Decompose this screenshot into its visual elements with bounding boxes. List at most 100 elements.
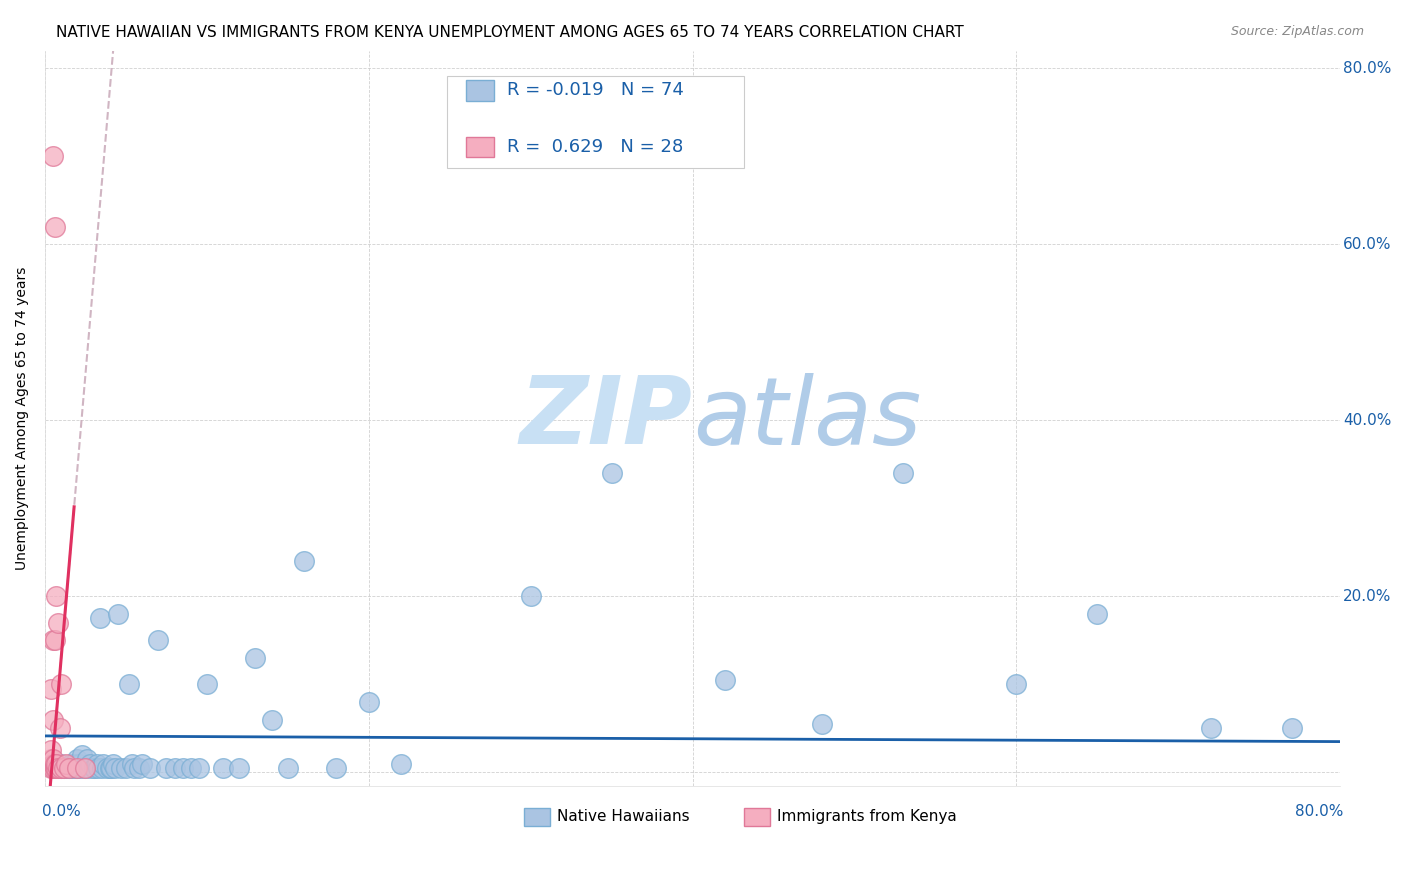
Text: R =  0.629   N = 28: R = 0.629 N = 28 — [508, 138, 683, 156]
Point — [600, 467, 623, 481]
Point — [1199, 722, 1222, 736]
Point — [44, 219, 66, 234]
Point — [67, 756, 90, 771]
Point — [891, 467, 914, 481]
Text: Immigrants from Kenya: Immigrants from Kenya — [778, 809, 956, 824]
Point — [1087, 607, 1109, 621]
Text: 0.0%: 0.0% — [42, 804, 82, 819]
Point — [70, 747, 93, 762]
Point — [42, 713, 65, 727]
Point — [79, 756, 101, 771]
Point — [51, 677, 73, 691]
Bar — [465, 136, 495, 157]
Point — [42, 761, 65, 775]
Point — [121, 756, 143, 771]
Point — [389, 756, 412, 771]
Point — [53, 761, 76, 775]
Point — [44, 756, 66, 771]
Point — [96, 761, 118, 775]
Point — [66, 752, 89, 766]
Point — [69, 761, 91, 775]
Point — [66, 761, 89, 775]
Point — [187, 761, 209, 775]
Point — [228, 761, 250, 775]
Point — [155, 761, 177, 775]
Text: 60.0%: 60.0% — [1343, 237, 1392, 252]
Point — [44, 633, 66, 648]
Text: R = -0.019   N = 74: R = -0.019 N = 74 — [508, 81, 685, 99]
Point — [91, 756, 114, 771]
Point — [107, 607, 129, 621]
Point — [51, 761, 73, 775]
Point — [101, 756, 124, 771]
Bar — [744, 808, 770, 826]
Text: 80.0%: 80.0% — [1295, 804, 1343, 819]
Point — [83, 761, 105, 775]
Point — [55, 761, 77, 775]
Text: Source: ZipAtlas.com: Source: ZipAtlas.com — [1230, 25, 1364, 38]
Point — [180, 761, 202, 775]
Point — [100, 761, 122, 775]
Point — [51, 761, 73, 775]
Point — [66, 761, 89, 775]
Point — [42, 149, 65, 163]
Point — [52, 761, 75, 775]
Point — [48, 761, 70, 775]
Point — [62, 761, 84, 775]
Text: 80.0%: 80.0% — [1343, 61, 1392, 76]
Point — [195, 677, 218, 691]
Point — [51, 761, 73, 775]
Point — [83, 761, 105, 775]
Point — [41, 681, 63, 696]
Point — [65, 761, 87, 775]
Point — [90, 761, 112, 775]
Point — [46, 761, 69, 775]
Point — [41, 752, 63, 766]
Point — [89, 611, 111, 625]
Point — [139, 761, 162, 775]
Bar — [524, 808, 550, 826]
Point — [128, 761, 150, 775]
Point — [148, 633, 170, 648]
Text: 20.0%: 20.0% — [1343, 589, 1392, 604]
Point — [110, 761, 132, 775]
Bar — [465, 80, 495, 101]
Point — [245, 651, 267, 665]
Point — [714, 673, 737, 687]
Point — [41, 756, 63, 771]
Point — [58, 761, 80, 775]
Point — [163, 761, 186, 775]
Point — [55, 756, 77, 771]
Point — [41, 761, 63, 775]
Point — [277, 761, 299, 775]
Point — [172, 761, 194, 775]
Y-axis label: Unemployment Among Ages 65 to 74 years: Unemployment Among Ages 65 to 74 years — [15, 267, 30, 570]
Point — [53, 761, 76, 775]
Point — [811, 717, 834, 731]
Point — [42, 633, 65, 648]
Point — [75, 761, 97, 775]
Point — [122, 761, 145, 775]
Point — [56, 761, 79, 775]
Point — [86, 756, 108, 771]
Point — [53, 761, 76, 775]
Text: ZIP: ZIP — [520, 372, 693, 464]
Point — [292, 554, 315, 568]
FancyBboxPatch shape — [447, 77, 744, 169]
Point — [77, 761, 100, 775]
Point — [45, 756, 67, 771]
Point — [76, 752, 98, 766]
Point — [59, 756, 82, 771]
Point — [87, 761, 110, 775]
Point — [75, 761, 97, 775]
Point — [519, 590, 541, 604]
Point — [325, 761, 347, 775]
Point — [45, 756, 67, 771]
Point — [42, 752, 65, 766]
Point — [260, 713, 283, 727]
Point — [41, 743, 63, 757]
Point — [131, 756, 153, 771]
Point — [212, 761, 235, 775]
Point — [51, 761, 73, 775]
Point — [46, 761, 69, 775]
